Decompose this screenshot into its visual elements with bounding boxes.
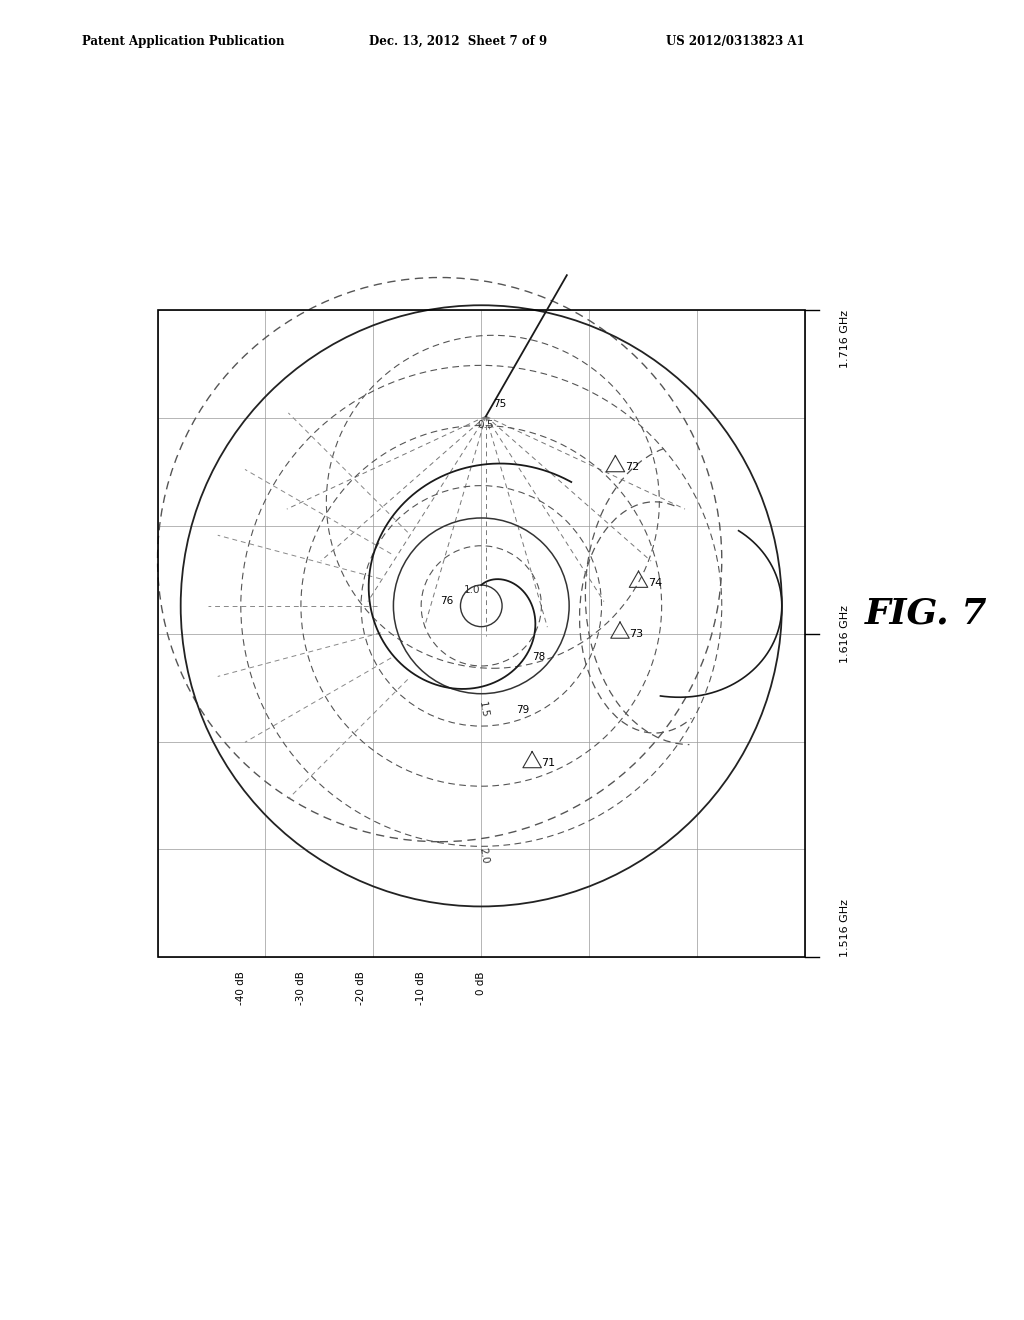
Text: 1.0: 1.0 (464, 585, 480, 595)
Text: 0.5: 0.5 (477, 421, 495, 430)
Text: 75: 75 (493, 400, 506, 409)
Text: 71: 71 (542, 758, 556, 768)
Text: Dec. 13, 2012  Sheet 7 of 9: Dec. 13, 2012 Sheet 7 of 9 (369, 34, 547, 48)
Text: US 2012/0313823 A1: US 2012/0313823 A1 (666, 34, 804, 48)
Text: FIG. 7: FIG. 7 (865, 597, 988, 631)
Text: 1.616 GHz: 1.616 GHz (840, 605, 850, 663)
Text: 76: 76 (440, 597, 454, 606)
Text: -30 dB: -30 dB (296, 972, 306, 1005)
Text: 72: 72 (625, 462, 639, 473)
Text: 78: 78 (532, 652, 546, 661)
Text: 0 dB: 0 dB (476, 972, 486, 995)
Text: 1.716 GHz: 1.716 GHz (840, 310, 850, 368)
Text: 74: 74 (648, 578, 662, 587)
Text: 2.0: 2.0 (477, 846, 489, 865)
Text: 1.516 GHz: 1.516 GHz (840, 899, 850, 957)
Text: 79: 79 (516, 705, 529, 715)
Text: 73: 73 (630, 628, 643, 639)
Text: Patent Application Publication: Patent Application Publication (82, 34, 285, 48)
Text: -20 dB: -20 dB (356, 972, 366, 1005)
Text: -10 dB: -10 dB (416, 972, 426, 1005)
Text: 1.5: 1.5 (477, 701, 489, 719)
Text: -40 dB: -40 dB (236, 972, 246, 1005)
